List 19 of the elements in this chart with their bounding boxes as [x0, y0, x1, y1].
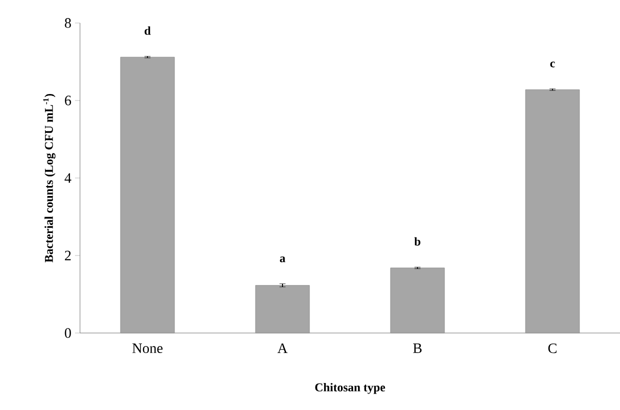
- x-tick-label: C: [548, 344, 557, 354]
- x-tick-label: A: [277, 344, 288, 353]
- y-tick-label: 2: [64, 250, 71, 260]
- annotation: b: [414, 237, 420, 246]
- bar: [390, 268, 445, 334]
- y-tick-label: 6: [64, 96, 72, 106]
- bar: [525, 89, 580, 334]
- annotation: c: [550, 62, 555, 68]
- x-axis-title: Chitosan type: [315, 383, 386, 394]
- bar: [120, 56, 175, 334]
- y-tick-label: 0: [64, 328, 71, 338]
- annotation: d: [144, 26, 151, 35]
- x-tick-label: B: [413, 344, 422, 353]
- y-axis-title: Bacterial counts (Log CFU mL$^{-1}$): [43, 94, 56, 262]
- bar: [255, 285, 310, 334]
- y-tick-label: 4: [64, 173, 72, 183]
- y-tick-label: 8: [64, 18, 71, 28]
- x-tick-label: None: [132, 344, 163, 354]
- annotation: a: [280, 256, 286, 262]
